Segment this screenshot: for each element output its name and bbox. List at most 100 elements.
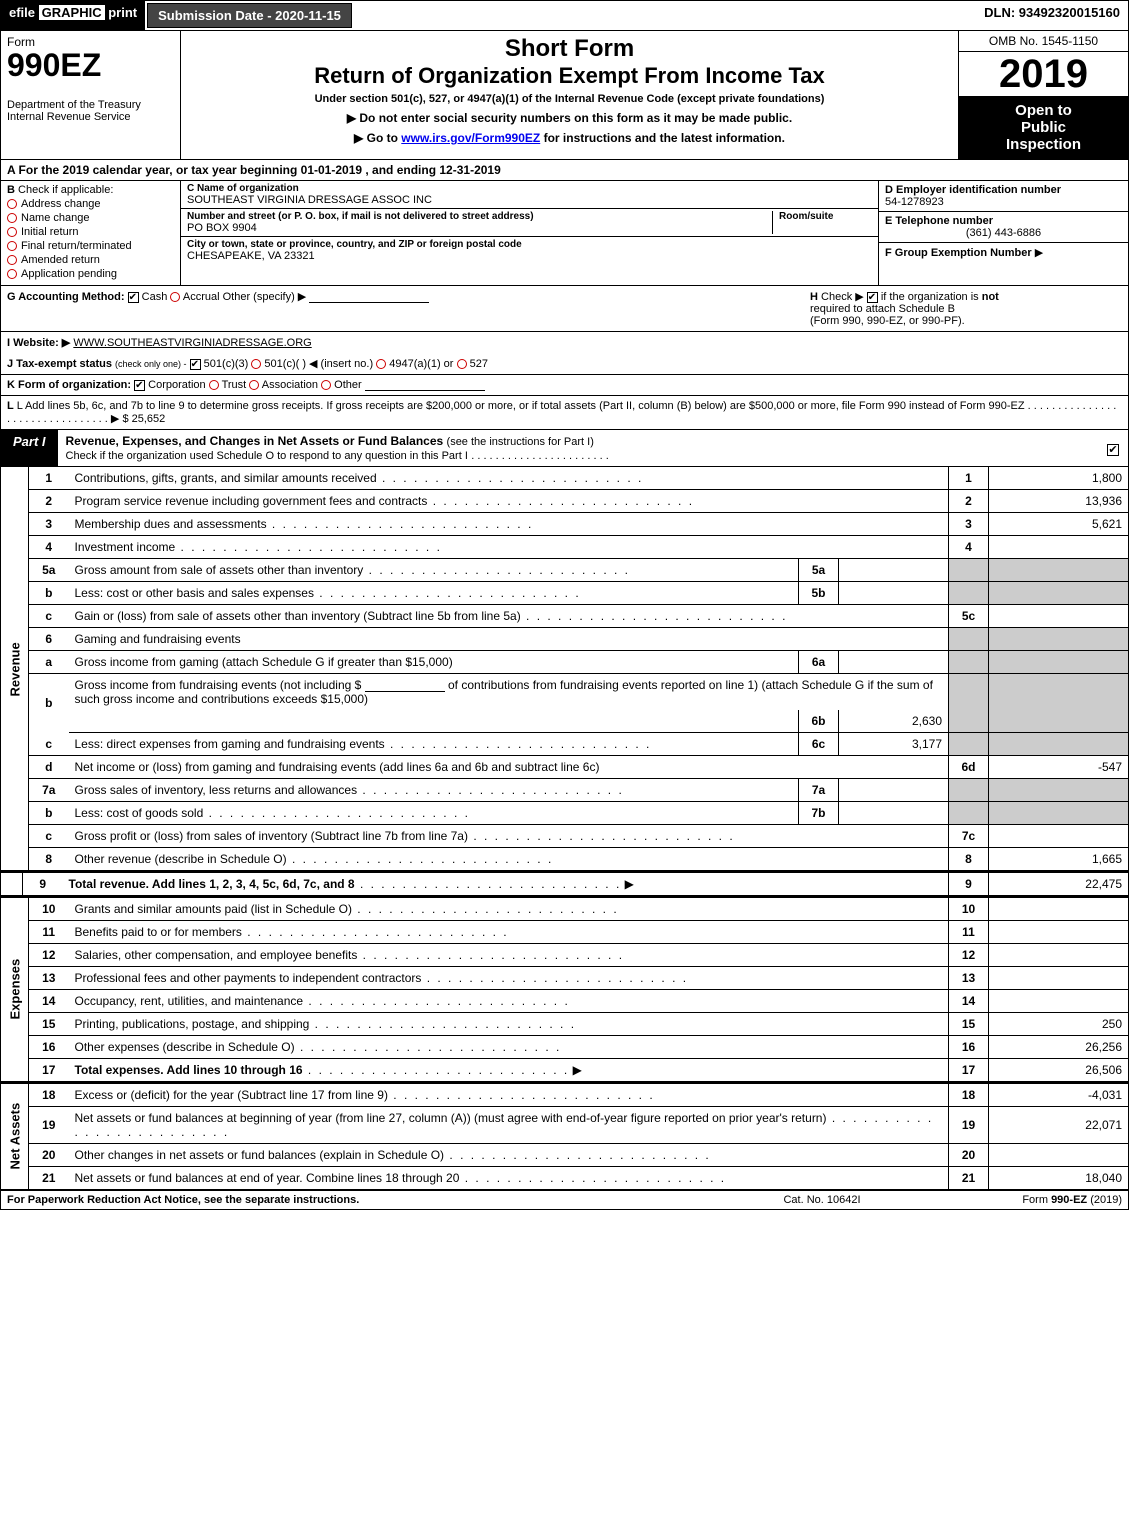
checkbox-501c3[interactable] xyxy=(190,359,201,370)
section-c: C Name of organization SOUTHEAST VIRGINI… xyxy=(181,181,878,285)
arrow-icon: ▶ xyxy=(347,111,356,125)
r6b-blank[interactable] xyxy=(365,680,445,692)
shaded-cell xyxy=(989,733,1129,756)
line-desc: Investment income xyxy=(75,540,176,554)
line-desc: Other changes in net assets or fund bala… xyxy=(75,1148,445,1162)
line-numcol: 8 xyxy=(949,848,989,871)
line-desc: Gross profit or (loss) from sales of inv… xyxy=(75,829,468,843)
row-l: L L Add lines 5b, 6c, and 7b to line 9 t… xyxy=(0,396,1129,430)
table-row: 19 Net assets or fund balances at beginn… xyxy=(1,1107,1129,1144)
lineno: 20 xyxy=(29,1144,69,1167)
line-amount xyxy=(989,990,1129,1013)
line-numcol: 6d xyxy=(949,756,989,779)
table-row: b Less: cost of goods sold 7b xyxy=(1,802,1129,825)
part1-table: Revenue 1 Contributions, gifts, grants, … xyxy=(0,467,1129,871)
checkbox-4947[interactable] xyxy=(376,359,386,369)
h-text2: if the organization is xyxy=(881,291,982,303)
line-numcol: 13 xyxy=(949,967,989,990)
table-row: b Gross income from fundraising events (… xyxy=(1,674,1129,711)
footer-catno: Cat. No. 10642I xyxy=(722,1194,922,1206)
lineno: 2 xyxy=(29,490,69,513)
lineno: 17 xyxy=(29,1059,69,1082)
checkbox-name-change[interactable] xyxy=(7,213,17,223)
subval: 2,630 xyxy=(839,710,949,733)
line-amount xyxy=(989,897,1129,921)
checkbox-accrual[interactable] xyxy=(170,292,180,302)
line-numcol: 19 xyxy=(949,1107,989,1144)
lineno: 15 xyxy=(29,1013,69,1036)
g-other-blank[interactable] xyxy=(309,291,429,303)
i-label: I Website: ▶ xyxy=(7,337,70,349)
line-amount: 26,506 xyxy=(989,1059,1129,1082)
line-amount: 5,621 xyxy=(989,513,1129,536)
subno: 5a xyxy=(799,559,839,582)
checkbox-application-pending[interactable] xyxy=(7,269,17,279)
checkbox-address-change[interactable] xyxy=(7,199,17,209)
checkbox-association[interactable] xyxy=(249,380,259,390)
k-other: Other xyxy=(334,379,362,391)
c-city-label: City or town, state or province, country… xyxy=(187,239,872,250)
h-text4: (Form 990, 990-EZ, or 990-PF). xyxy=(810,315,965,327)
checkbox-trust[interactable] xyxy=(209,380,219,390)
line-amount: 26,256 xyxy=(989,1036,1129,1059)
checkbox-other[interactable] xyxy=(321,380,331,390)
footer-left: For Paperwork Reduction Act Notice, see … xyxy=(7,1194,722,1206)
line-desc: Gain or (loss) from sale of assets other… xyxy=(75,609,521,623)
form-header: Form 990EZ Department of the Treasury In… xyxy=(0,31,1129,160)
lineno: 9 xyxy=(23,872,63,896)
table-row: 13 Professional fees and other payments … xyxy=(1,967,1129,990)
table-row: d Net income or (loss) from gaming and f… xyxy=(1,756,1129,779)
subno: 5b xyxy=(799,582,839,605)
line-numcol: 17 xyxy=(949,1059,989,1082)
line-numcol: 21 xyxy=(949,1167,989,1190)
g-cash: Cash xyxy=(142,291,168,303)
checkbox-final-return[interactable] xyxy=(7,241,17,251)
subno: 7b xyxy=(799,802,839,825)
part1-sub-dots: . . . . . . . . . . . . . . . . . . . . … xyxy=(471,450,609,462)
efile-print[interactable]: print xyxy=(108,5,137,20)
dln-label: DLN: 93492320015160 xyxy=(976,1,1128,30)
subval xyxy=(839,779,949,802)
line-desc: Gaming and fundraising events xyxy=(75,632,241,646)
lineno: 12 xyxy=(29,944,69,967)
org-street: PO BOX 9904 xyxy=(187,222,772,234)
part1-header: Part I Revenue, Expenses, and Changes in… xyxy=(0,430,1129,467)
checkbox-initial-return[interactable] xyxy=(7,227,17,237)
goto-link[interactable]: www.irs.gov/Form990EZ xyxy=(401,131,540,145)
part1-schedule-o-checkbox[interactable] xyxy=(1107,444,1119,456)
checkbox-cash[interactable] xyxy=(128,292,139,303)
opt-name-change: Name change xyxy=(21,212,90,224)
subno: 6c xyxy=(799,733,839,756)
line-desc-pre: Gross income from fundraising events (no… xyxy=(75,678,362,692)
shaded-cell xyxy=(949,733,989,756)
h-text3: required to attach Schedule B xyxy=(810,303,955,315)
section-def: D Employer identification number 54-1278… xyxy=(878,181,1128,285)
j-sub: (check only one) - xyxy=(115,359,187,369)
table-row: 21 Net assets or fund balances at end of… xyxy=(1,1167,1129,1190)
expenses-sidebar: Expenses xyxy=(1,897,29,1082)
checkbox-h[interactable] xyxy=(867,292,878,303)
checkbox-amended-return[interactable] xyxy=(7,255,17,265)
checkbox-527[interactable] xyxy=(457,359,467,369)
table-row: 7a Gross sales of inventory, less return… xyxy=(1,779,1129,802)
part1-title: Revenue, Expenses, and Changes in Net As… xyxy=(66,434,444,448)
line-numcol: 2 xyxy=(949,490,989,513)
line-desc: Gross sales of inventory, less returns a… xyxy=(75,783,358,797)
checkbox-501c[interactable] xyxy=(251,359,261,369)
k-other-blank[interactable] xyxy=(365,379,485,391)
line-amount: -4,031 xyxy=(989,1083,1129,1107)
j-opt1: 501(c)(3) xyxy=(204,358,249,370)
page-footer: For Paperwork Reduction Act Notice, see … xyxy=(0,1190,1129,1210)
open-to-public-box: Open to Public Inspection xyxy=(959,96,1128,159)
line-desc: Other expenses (describe in Schedule O) xyxy=(75,1040,295,1054)
goto-line: ▶ Go to www.irs.gov/Form990EZ for instru… xyxy=(187,131,952,145)
line-desc: Excess or (deficit) for the year (Subtra… xyxy=(75,1088,388,1102)
h-check-text: Check ▶ xyxy=(821,291,864,303)
line-desc: Total revenue. Add lines 1, 2, 3, 4, 5c,… xyxy=(69,877,355,891)
shaded-cell xyxy=(989,802,1129,825)
lineno: 5a xyxy=(29,559,69,582)
g-label: G Accounting Method: xyxy=(7,291,125,303)
checkbox-corporation[interactable] xyxy=(134,380,145,391)
line-desc: Salaries, other compensation, and employ… xyxy=(75,948,358,962)
opt-final-return: Final return/terminated xyxy=(21,240,132,252)
